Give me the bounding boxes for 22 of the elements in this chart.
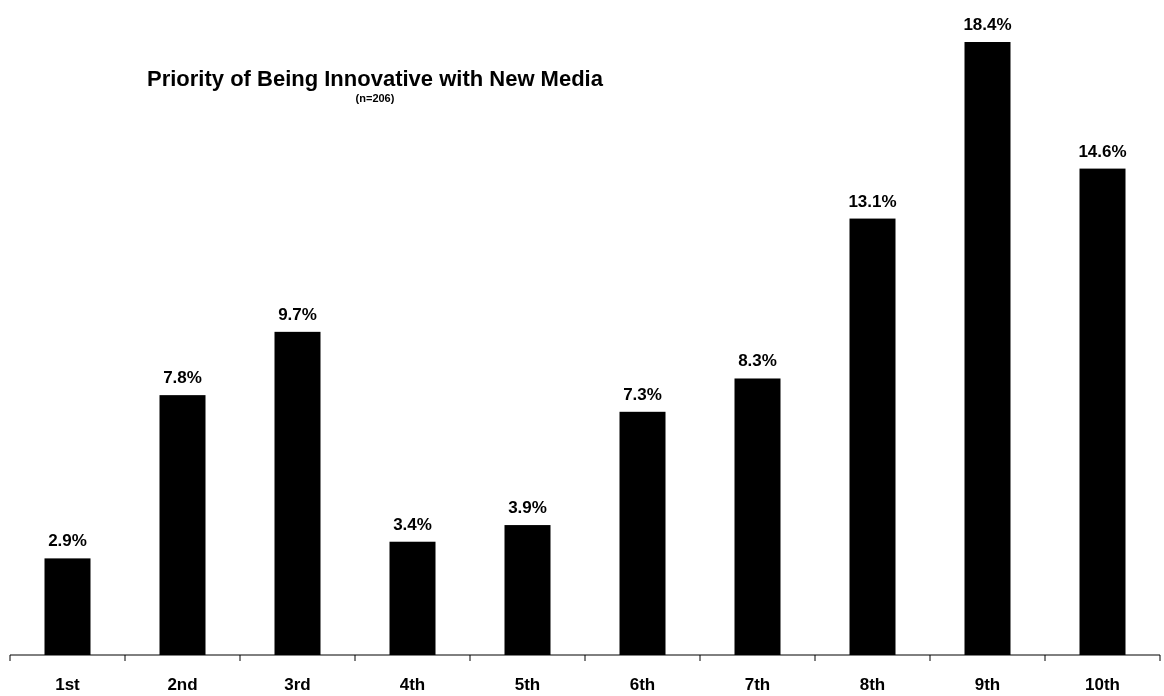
- x-tick-label: 8th: [859, 675, 886, 694]
- x-tick-label: 4th: [399, 675, 426, 694]
- data-label: 8.3%: [738, 351, 777, 371]
- text: Priority of Being Innovative with New Media: [147, 66, 604, 91]
- data-label: 7.3%: [623, 384, 662, 404]
- x-tick-label: 6th: [629, 675, 656, 694]
- data-label: 7.8%: [163, 368, 202, 388]
- x-tick-label: 5th: [514, 675, 541, 694]
- x-tick-label: 9th: [974, 675, 1001, 694]
- x-tick-label: 7th: [744, 675, 771, 694]
- data-label: 2.9%: [48, 531, 87, 551]
- data-label: 13.1%: [848, 191, 897, 211]
- data-label: 3.4%: [393, 514, 432, 534]
- data-label: 14.6%: [1078, 141, 1127, 161]
- data-label: 18.4%: [963, 15, 1012, 34]
- data-label: 9.7%: [278, 304, 317, 324]
- text: (n=206): [355, 92, 395, 104]
- data-label: 3.9%: [508, 498, 547, 518]
- x-tick-label: 3rd: [284, 675, 311, 694]
- x-tick-label: 1st: [55, 675, 81, 694]
- x-tick-label: 2nd: [167, 675, 198, 694]
- x-tick-label: 10th: [1085, 675, 1120, 694]
